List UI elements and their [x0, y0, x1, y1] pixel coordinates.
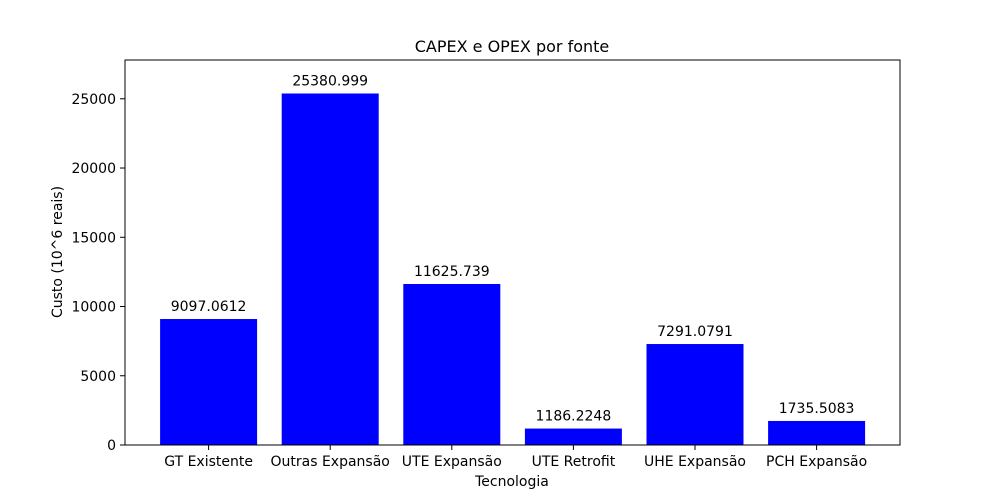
x-tick-label: UHE Expansão [644, 454, 746, 470]
y-axis-label: Custo (10^6 reais) [50, 186, 66, 318]
bar-value-label: 1186.2248 [536, 409, 612, 425]
bar-5 [768, 420, 866, 445]
bar-3 [524, 428, 622, 445]
x-axis-label: Tecnologia [474, 474, 549, 490]
y-tick-label: 0 [107, 438, 116, 454]
chart-title: CAPEX e OPEX por fonte [415, 37, 610, 56]
x-tick-label: UTE Retrofit [532, 454, 616, 470]
bar-2 [403, 283, 501, 445]
bar-value-label: 7291.0791 [657, 324, 733, 340]
x-tick-label: PCH Expansão [766, 454, 867, 470]
bar-0 [160, 319, 258, 445]
bar-1 [281, 93, 379, 446]
y-tick-label: 5000 [80, 369, 116, 385]
bar-4 [646, 344, 744, 445]
x-tick-label: GT Existente [164, 454, 253, 470]
x-tick-label: Outras Expansão [271, 454, 390, 470]
y-tick-label: 10000 [71, 300, 116, 316]
bar-value-label: 9097.0612 [171, 299, 247, 315]
x-tick-label: UTE Expansão [402, 454, 502, 470]
y-tick-label: 20000 [71, 161, 116, 177]
bar-value-label: 25380.999 [292, 74, 368, 90]
y-axis-ticks: 0 5000 10000 15000 20000 25000 [71, 92, 125, 454]
bar-value-label: 11625.739 [414, 264, 490, 280]
y-tick-label: 15000 [71, 230, 116, 246]
x-axis-ticks: GT Existente Outras Expansão UTE Expansão U… [164, 445, 867, 470]
bars-layer: 9097.0612 25380.999 11625.739 1186.2248 7291… [160, 74, 866, 446]
plot-area-frame [124, 59, 901, 446]
bar-value-label: 1735.5083 [779, 401, 855, 417]
y-tick-label: 25000 [71, 92, 116, 108]
